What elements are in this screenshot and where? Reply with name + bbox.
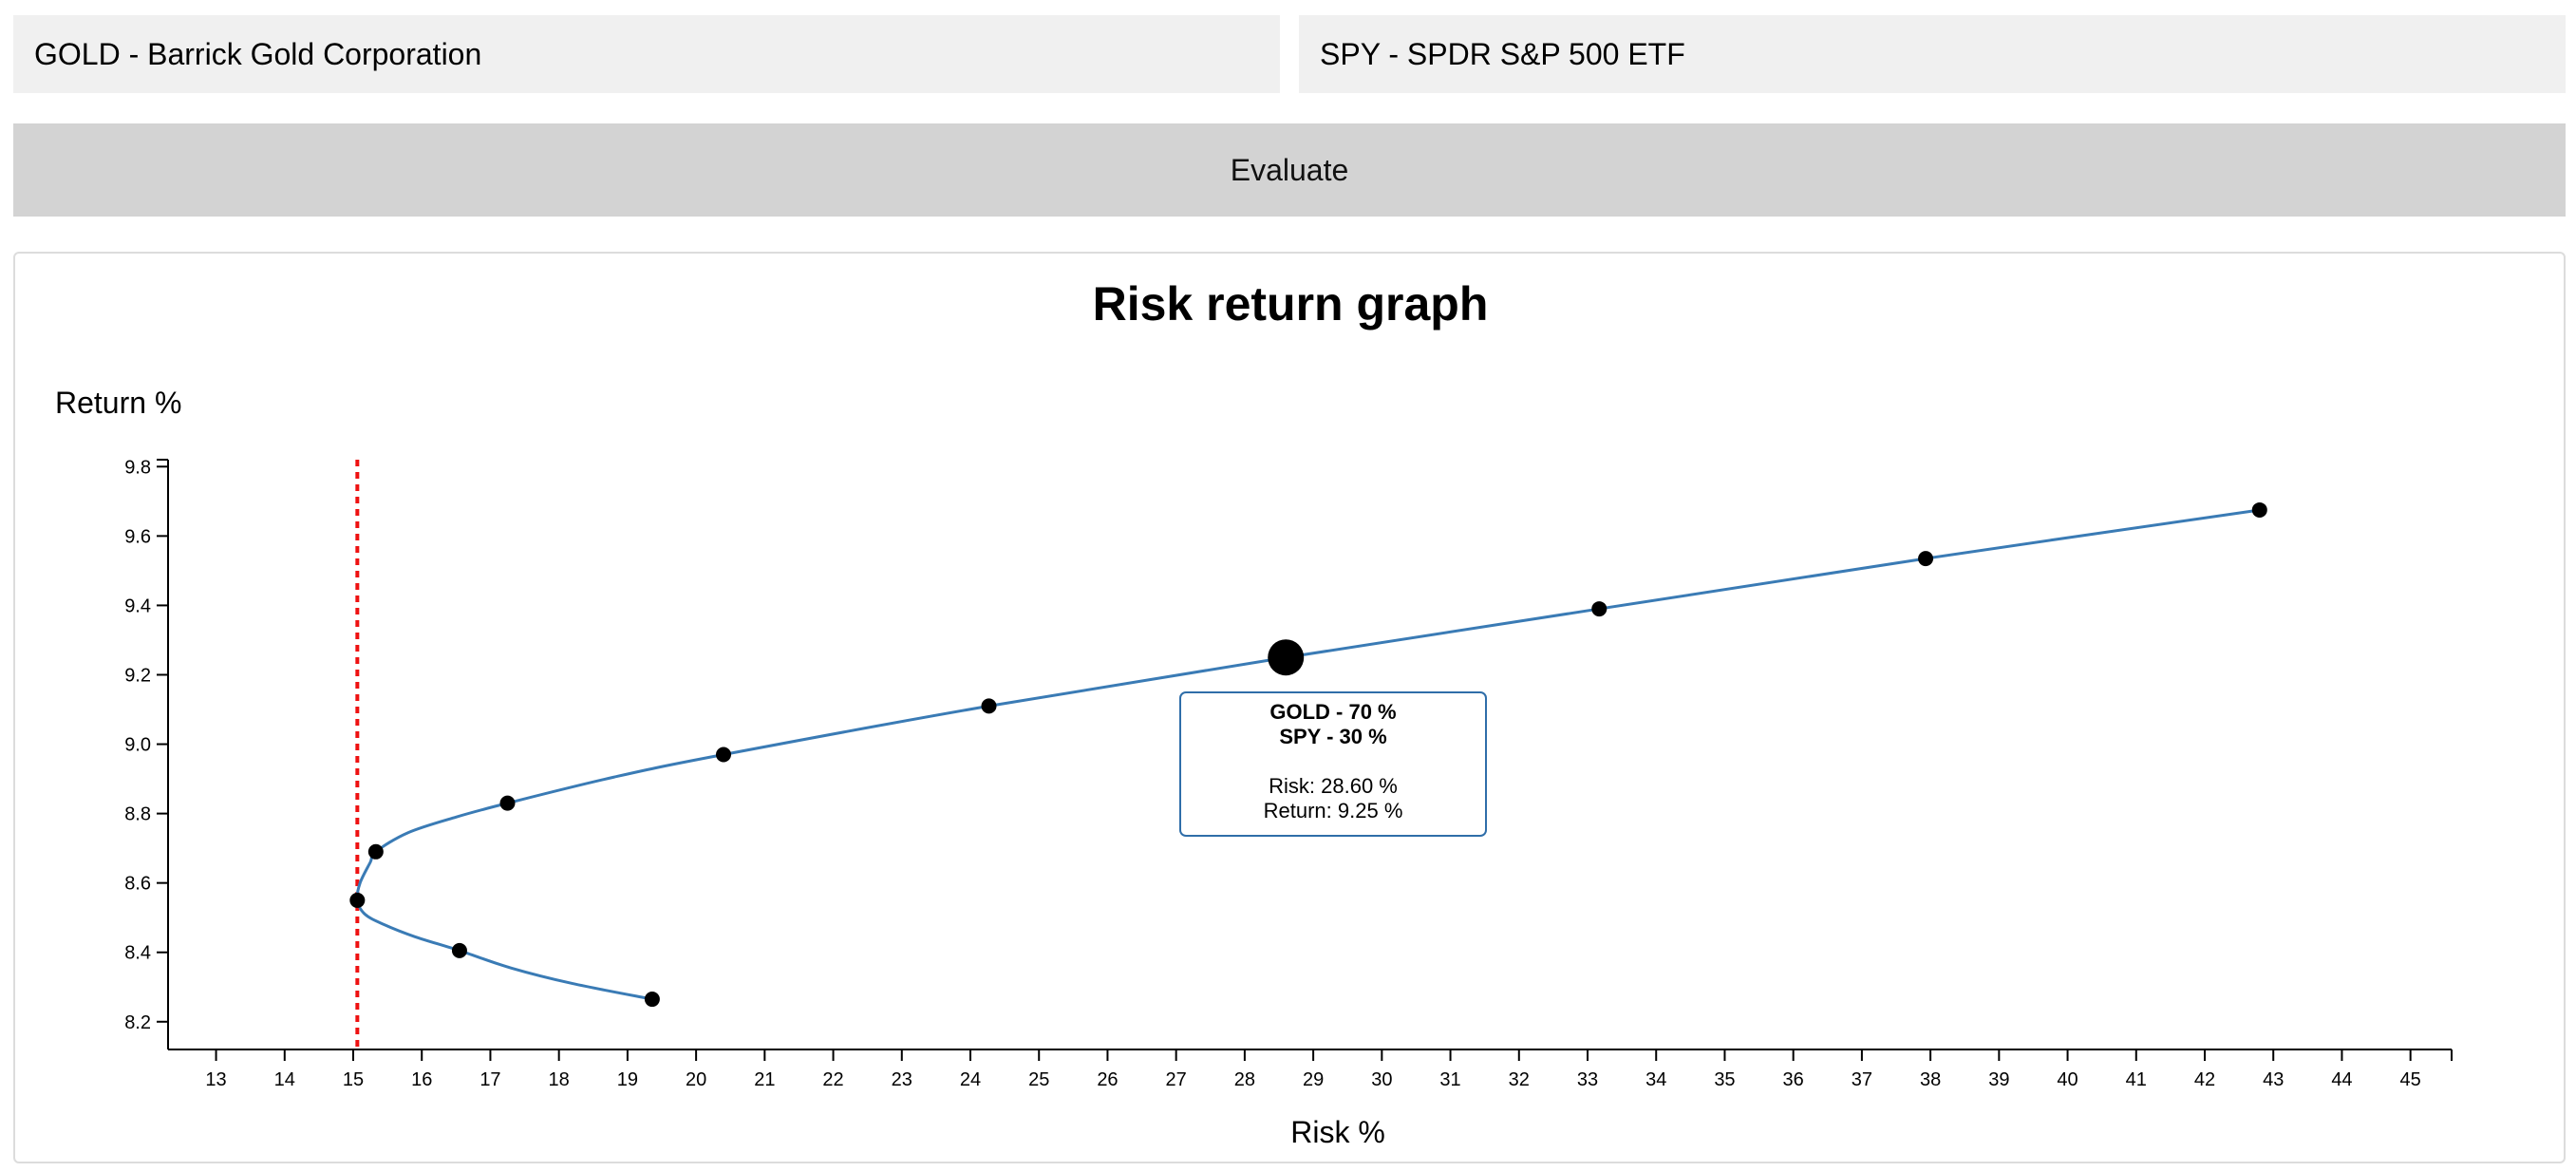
y-tick-label: 8.8: [124, 804, 151, 825]
y-tick-label: 8.2: [124, 1012, 151, 1033]
x-tick-label: 41: [2126, 1069, 2147, 1090]
x-tick-label: 38: [1920, 1069, 1941, 1090]
x-tick-label: 42: [2194, 1069, 2215, 1090]
x-tick-label: 39: [1988, 1069, 2009, 1090]
x-tick-label: 34: [1645, 1069, 1666, 1090]
x-tick-label: 27: [1166, 1069, 1187, 1090]
x-axis-label: Risk %: [1290, 1115, 1385, 1149]
y-axis-label: Return %: [55, 386, 181, 420]
portfolio-point: [367, 843, 384, 860]
x-tick-label: 23: [892, 1069, 912, 1090]
x-tick-label: 43: [2263, 1069, 2284, 1090]
x-tick-label: 45: [2400, 1069, 2421, 1090]
x-tick-label: 19: [617, 1069, 638, 1090]
chart-title: Risk return graph: [1093, 277, 1489, 331]
tooltip-weight-a: GOLD - 70 %: [1269, 700, 1396, 724]
portfolio-point: [349, 892, 366, 908]
asset-a-selected-value: GOLD - Barrick Gold Corporation: [34, 36, 482, 71]
x-tick-label: 32: [1509, 1069, 1530, 1090]
frontier-curve: [355, 508, 2260, 1001]
y-tick-label: 8.4: [124, 943, 151, 964]
tooltip-return: Return: 9.25 %: [1264, 799, 1403, 822]
x-tick-label: 29: [1303, 1069, 1324, 1090]
portfolio-point: [1918, 551, 1934, 567]
x-tick-label: 15: [343, 1069, 364, 1090]
y-tick-label: 9.0: [124, 735, 151, 756]
x-tick-label: 36: [1783, 1069, 1804, 1090]
curve-layer: [355, 508, 2260, 1001]
x-tick-label: 22: [822, 1069, 843, 1090]
x-tick-label: 14: [274, 1069, 295, 1090]
y-tick-label: 9.6: [124, 526, 151, 547]
points-layer: [349, 501, 2267, 1008]
x-tick-label: 33: [1577, 1069, 1598, 1090]
portfolio-point: [451, 942, 467, 958]
asset-b-select[interactable]: SPY - SPDR S&P 500 ETF: [1299, 15, 2566, 93]
chart-card: Risk return graph Return % Risk % 13 14 15…: [13, 252, 2566, 1163]
tooltip: GOLD - 70 % SPY - 30 % Risk: 28.60 % Ret…: [1179, 691, 1487, 837]
x-tick-label: 13: [205, 1069, 226, 1090]
x-tick-label: 30: [1371, 1069, 1392, 1090]
x-tick-label: 21: [754, 1069, 775, 1090]
y-tick-label: 8.6: [124, 874, 151, 895]
selected-portfolio-point: [1268, 639, 1305, 676]
portfolio-point: [981, 698, 997, 714]
x-tick-label: 26: [1097, 1069, 1118, 1090]
x-tick-label: 31: [1439, 1069, 1460, 1090]
portfolio-point: [1591, 601, 1608, 617]
x-tick-label: 24: [960, 1069, 981, 1090]
x-tick-label: 17: [479, 1069, 500, 1090]
x-tick-label: 40: [2057, 1069, 2078, 1090]
portfolio-point: [2251, 501, 2267, 518]
asset-a-select[interactable]: GOLD - Barrick Gold Corporation: [13, 15, 1280, 93]
tooltip-weight-b: SPY - 30 %: [1279, 725, 1386, 748]
x-tick-label: 35: [1714, 1069, 1735, 1090]
x-tick-label: 18: [549, 1069, 570, 1090]
x-tick-label: 44: [2331, 1069, 2352, 1090]
portfolio-point: [499, 795, 516, 811]
portfolio-point: [716, 747, 731, 763]
asset-b-selected-value: SPY - SPDR S&P 500 ETF: [1320, 36, 1685, 71]
tooltip-box: [1179, 691, 1487, 837]
x-tick-label: 25: [1028, 1069, 1049, 1090]
y-tick-label: 9.8: [124, 457, 151, 478]
evaluate-button[interactable]: Evaluate: [13, 123, 2566, 217]
tooltip-risk: Risk: 28.60 %: [1269, 774, 1398, 798]
x-tick-label: 37: [1852, 1069, 1872, 1090]
x-tick-label: 28: [1234, 1069, 1255, 1090]
axes: 13 14 15 16 17 18 19 20 21 22 23 24 25 26 27 28 29 30 31 32…: [124, 457, 2453, 1090]
y-tick-label: 9.4: [124, 595, 151, 616]
x-tick-label: 16: [411, 1069, 432, 1090]
y-tick-label: 9.2: [124, 665, 151, 686]
x-tick-label: 20: [686, 1069, 706, 1090]
risk-return-chart: Risk return graph Return % Risk % 13 14 15…: [55, 277, 2453, 1149]
portfolio-point: [644, 992, 660, 1008]
